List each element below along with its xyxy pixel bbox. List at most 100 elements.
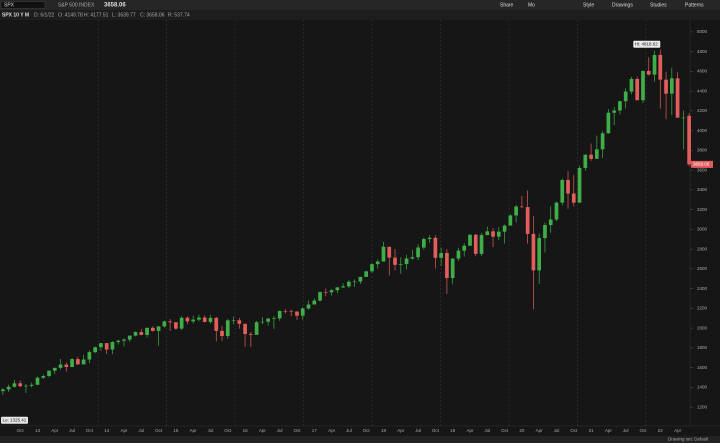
candle-body (312, 300, 317, 305)
candle-body (473, 234, 478, 254)
candle-body (450, 258, 455, 279)
symbol[interactable]: SPX (4, 2, 15, 8)
top-bar (0, 0, 720, 10)
candle-body (231, 320, 236, 321)
candle-body (266, 318, 270, 322)
x-tick-label: Oct (224, 428, 232, 433)
y-tick-label: 3400 (697, 187, 708, 192)
candle-body (300, 308, 305, 316)
x-tick-label: Oct (155, 428, 163, 433)
y-tick-label: 4600 (697, 69, 708, 74)
candle-body (70, 359, 74, 368)
info-bar (0, 10, 720, 20)
toolbar-button[interactable]: Drawings (612, 2, 633, 8)
last-price-tag (691, 160, 713, 168)
instrument-name: S&P 500 INDEX (58, 2, 95, 8)
y-tick-label: 2600 (697, 266, 708, 271)
candle-body (289, 311, 294, 312)
symbol-box[interactable] (0, 1, 46, 9)
candle-body (427, 237, 432, 240)
candle-body (566, 180, 570, 194)
candle-body (335, 287, 340, 291)
x-tick-label: Oct (86, 428, 94, 433)
bottom-bar (0, 436, 720, 443)
candle-body (381, 246, 386, 262)
info-item: H: 4177.51 (84, 12, 109, 18)
y-tick-label: 2200 (697, 306, 708, 311)
info-item: C: 3658.06 (140, 12, 165, 18)
toolbar-button[interactable]: Style (583, 2, 594, 8)
candle-body (675, 78, 680, 118)
candle-body (595, 149, 599, 159)
candle-body (254, 322, 259, 335)
candle-body (41, 376, 46, 378)
candle-body (12, 383, 17, 387)
candle-body (652, 54, 657, 75)
candle-body (214, 317, 219, 331)
candle-body (646, 70, 651, 75)
x-tick-label: Apr (190, 428, 198, 433)
candle-body (64, 364, 69, 368)
y-tick-label: 4000 (697, 128, 708, 133)
candle-body (629, 78, 634, 92)
candle-body (445, 253, 449, 279)
candle-body (76, 359, 80, 365)
candle-body (283, 310, 288, 312)
candle-body (571, 193, 576, 203)
candle-body (669, 78, 674, 94)
candle-body (249, 334, 253, 335)
candle-body (202, 317, 207, 322)
x-tick-label: Jul (208, 428, 214, 433)
toolbar-button[interactable]: Share (500, 2, 514, 8)
lo-label-box (1, 416, 28, 424)
y-tick-label: 4200 (697, 108, 708, 113)
candle-body (531, 233, 536, 271)
info-item: SPX 10 Y M (2, 12, 29, 18)
x-tick-label: Apr (605, 428, 613, 433)
candle-body (537, 238, 542, 271)
candle-body (618, 101, 622, 111)
x-tick-label: Oct (501, 428, 509, 433)
candle-body (133, 332, 138, 336)
candle-body (410, 257, 415, 259)
candle-body (139, 332, 144, 335)
candle-body (318, 292, 322, 301)
candle-body (185, 317, 190, 322)
candle-body (375, 261, 380, 265)
x-tick-label: Jul (277, 428, 283, 433)
toolbar-button[interactable]: Patterns (685, 2, 704, 8)
candle-body (548, 219, 553, 226)
last-price: 3658.06 (104, 3, 126, 9)
info-item: R: 537.74 (168, 12, 190, 18)
x-tick-label: Apr (466, 428, 474, 433)
candle-body (341, 286, 345, 288)
candle-body (58, 364, 63, 368)
candle-body (145, 327, 149, 335)
toolbar-button[interactable]: Studies (650, 2, 667, 8)
toolbar-button[interactable]: Mo (528, 2, 535, 8)
x-tick-label: Oct (17, 428, 25, 433)
candle-body (81, 359, 86, 365)
candle-body (508, 215, 513, 226)
candle-body (93, 347, 97, 353)
candle-body (272, 318, 276, 319)
candle-body (116, 340, 121, 343)
candle-body (456, 250, 461, 259)
candle-body (485, 231, 490, 236)
x-tick-label: Jul (138, 428, 144, 433)
candle-body (600, 133, 605, 150)
candle-body (208, 317, 213, 322)
candle-body (179, 317, 184, 329)
candle-body (99, 343, 103, 348)
drawing-set[interactable]: Drawing set: Default (668, 437, 709, 442)
x-tick-label: Apr (397, 428, 405, 433)
candle-body (583, 154, 588, 168)
candle-body (496, 231, 501, 237)
x-tick-label: Apr (328, 428, 336, 433)
candle-body (29, 384, 34, 386)
candle-body (306, 304, 311, 309)
candle-body (47, 370, 51, 377)
x-tick-label: 15 (173, 428, 179, 433)
candle-body (122, 339, 126, 341)
y-tick-label: 3600 (697, 167, 708, 172)
